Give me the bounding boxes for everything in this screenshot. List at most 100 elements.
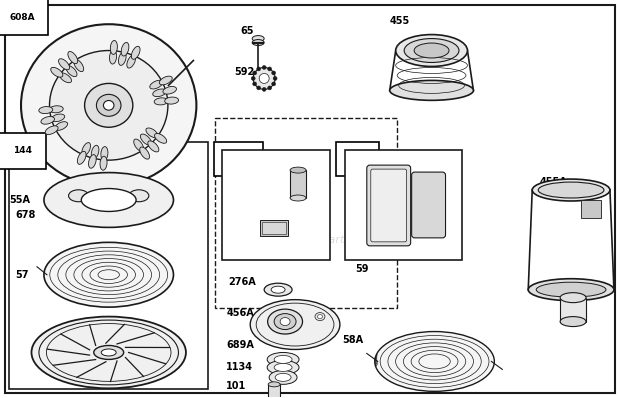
Bar bbox=[262, 222, 286, 234]
Bar bbox=[581, 200, 601, 218]
Ellipse shape bbox=[129, 190, 149, 202]
Circle shape bbox=[253, 71, 257, 75]
Bar bbox=[223, 150, 330, 260]
Ellipse shape bbox=[153, 89, 166, 97]
Ellipse shape bbox=[146, 128, 158, 138]
Ellipse shape bbox=[66, 66, 77, 76]
Ellipse shape bbox=[315, 312, 325, 320]
Text: 459A: 459A bbox=[226, 154, 250, 163]
Ellipse shape bbox=[274, 314, 296, 330]
Ellipse shape bbox=[32, 316, 186, 388]
Ellipse shape bbox=[528, 279, 614, 300]
Circle shape bbox=[262, 65, 266, 70]
Circle shape bbox=[262, 88, 266, 92]
Ellipse shape bbox=[140, 147, 149, 159]
Ellipse shape bbox=[21, 24, 197, 186]
Text: 1134: 1134 bbox=[226, 363, 254, 373]
Circle shape bbox=[251, 76, 255, 80]
Bar bbox=[260, 220, 288, 236]
Circle shape bbox=[259, 74, 269, 84]
Text: 689A: 689A bbox=[226, 339, 254, 349]
Text: 678: 678 bbox=[15, 210, 35, 220]
Ellipse shape bbox=[404, 39, 459, 62]
Bar bbox=[345, 150, 463, 260]
Ellipse shape bbox=[396, 35, 467, 66]
Ellipse shape bbox=[271, 286, 285, 293]
Ellipse shape bbox=[97, 94, 121, 116]
Bar bbox=[9, 142, 208, 389]
Ellipse shape bbox=[60, 73, 71, 83]
Bar bbox=[268, 384, 280, 398]
Ellipse shape bbox=[41, 117, 55, 124]
Text: eReplacementParts.com: eReplacementParts.com bbox=[242, 235, 378, 245]
Ellipse shape bbox=[101, 349, 116, 356]
Text: 455: 455 bbox=[390, 16, 410, 25]
Ellipse shape bbox=[252, 35, 264, 41]
Ellipse shape bbox=[536, 282, 606, 297]
Ellipse shape bbox=[44, 242, 174, 307]
Ellipse shape bbox=[317, 314, 322, 318]
Ellipse shape bbox=[150, 80, 162, 89]
Circle shape bbox=[272, 82, 276, 86]
Ellipse shape bbox=[275, 373, 291, 381]
Ellipse shape bbox=[140, 134, 151, 145]
Circle shape bbox=[253, 82, 257, 86]
Bar bbox=[290, 170, 306, 198]
Text: 455A: 455A bbox=[539, 177, 567, 187]
Ellipse shape bbox=[267, 361, 299, 375]
Ellipse shape bbox=[274, 355, 292, 363]
Ellipse shape bbox=[374, 332, 494, 391]
Ellipse shape bbox=[538, 182, 604, 198]
Text: 57: 57 bbox=[15, 270, 29, 280]
Ellipse shape bbox=[58, 59, 69, 70]
Circle shape bbox=[253, 67, 275, 90]
Circle shape bbox=[268, 86, 272, 90]
Ellipse shape bbox=[84, 84, 133, 127]
Ellipse shape bbox=[131, 46, 140, 59]
FancyBboxPatch shape bbox=[412, 172, 446, 238]
Ellipse shape bbox=[50, 106, 63, 113]
Ellipse shape bbox=[78, 151, 86, 164]
Ellipse shape bbox=[91, 145, 99, 159]
Ellipse shape bbox=[134, 139, 144, 151]
Circle shape bbox=[272, 71, 276, 75]
Ellipse shape bbox=[118, 52, 126, 65]
Ellipse shape bbox=[68, 51, 78, 64]
Ellipse shape bbox=[274, 363, 292, 371]
Ellipse shape bbox=[414, 43, 449, 58]
Ellipse shape bbox=[100, 156, 107, 170]
Ellipse shape bbox=[39, 107, 53, 113]
Text: 60A: 60A bbox=[349, 154, 367, 163]
Ellipse shape bbox=[154, 98, 168, 105]
Ellipse shape bbox=[104, 101, 114, 110]
Ellipse shape bbox=[50, 51, 168, 160]
Text: 55A: 55A bbox=[9, 195, 30, 205]
Ellipse shape bbox=[122, 43, 129, 56]
Ellipse shape bbox=[560, 316, 586, 326]
Ellipse shape bbox=[51, 114, 64, 122]
Circle shape bbox=[257, 86, 260, 90]
Ellipse shape bbox=[268, 309, 303, 334]
Ellipse shape bbox=[268, 382, 280, 387]
Text: 276A: 276A bbox=[228, 277, 256, 287]
Ellipse shape bbox=[44, 173, 174, 227]
Text: 946: 946 bbox=[544, 288, 564, 298]
Ellipse shape bbox=[280, 318, 290, 326]
FancyBboxPatch shape bbox=[371, 169, 407, 242]
Text: 101: 101 bbox=[226, 381, 247, 391]
Ellipse shape bbox=[163, 86, 177, 94]
Ellipse shape bbox=[89, 155, 96, 168]
Ellipse shape bbox=[250, 300, 340, 349]
Circle shape bbox=[268, 67, 272, 71]
Ellipse shape bbox=[110, 41, 117, 55]
Ellipse shape bbox=[159, 76, 172, 85]
Ellipse shape bbox=[81, 189, 136, 211]
Ellipse shape bbox=[560, 293, 586, 302]
Ellipse shape bbox=[165, 97, 179, 104]
Ellipse shape bbox=[269, 371, 297, 384]
Ellipse shape bbox=[252, 39, 264, 45]
Text: 65: 65 bbox=[240, 25, 254, 35]
Bar bbox=[215, 118, 397, 308]
Text: 144: 144 bbox=[13, 146, 32, 155]
Text: 58A: 58A bbox=[342, 335, 363, 345]
